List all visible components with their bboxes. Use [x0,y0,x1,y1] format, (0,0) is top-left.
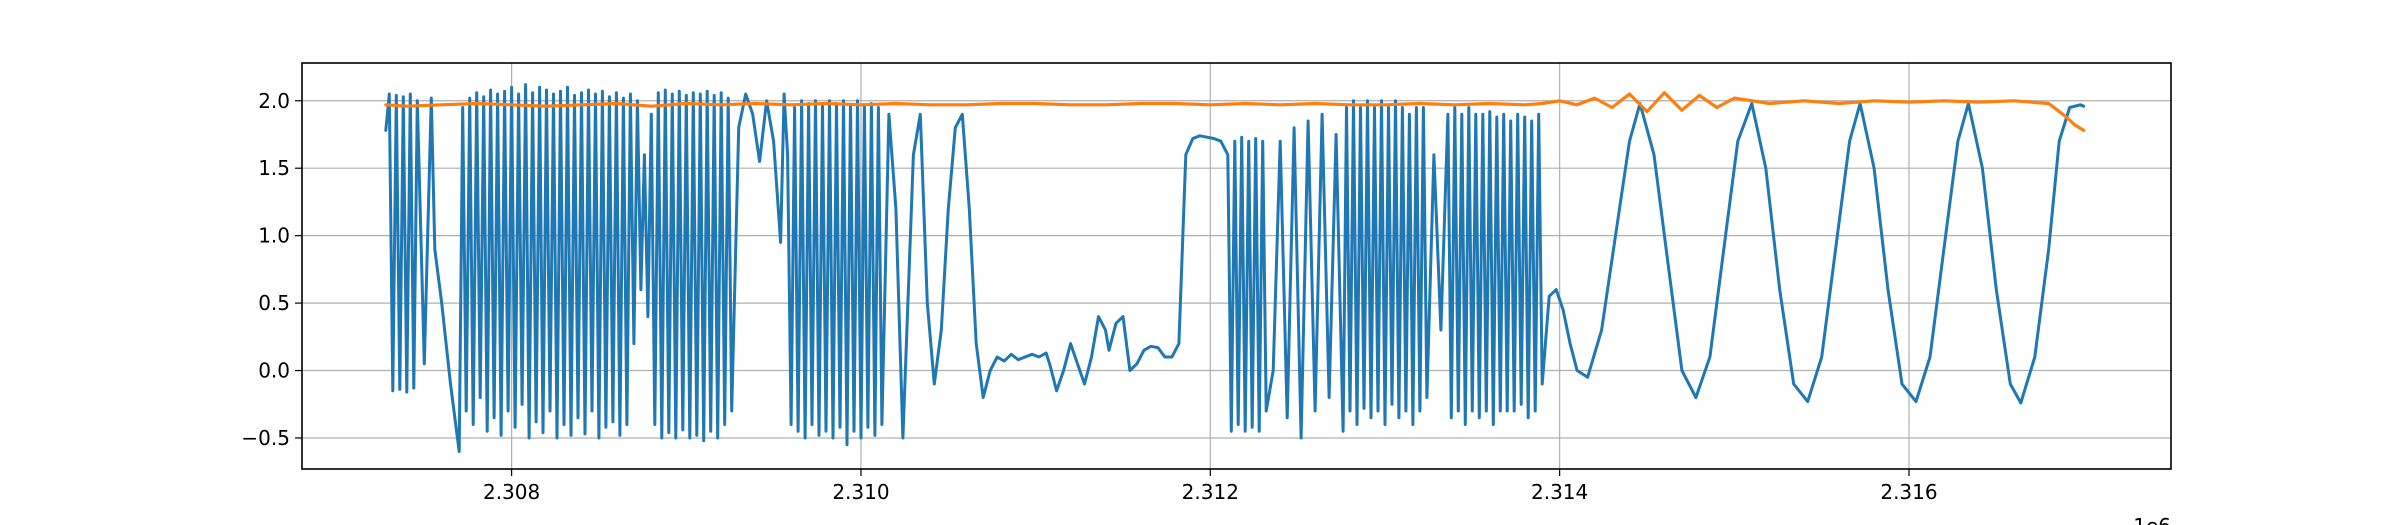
x-tick-label: 2.308 [483,480,540,504]
series-line-1 [384,83,2086,453]
x-offset-label: 1e6 [2133,514,2171,525]
axis-ticks: 2.308 2.310 2.312 2.314 2.316 −0.5 0.0 0.5 1.0 1.… [241,89,1937,504]
y-tick-label: 0.5 [258,291,290,315]
x-tick-label: 2.316 [1880,480,1937,504]
y-tick-label: 2.0 [258,89,290,113]
y-tick-label: 0.0 [258,359,290,383]
series-line-2 [384,91,2086,132]
series-layer [384,83,2086,453]
plot-frame [301,62,2172,470]
y-tick-label: 1.0 [258,224,290,248]
x-tick-label: 2.310 [832,480,889,504]
y-tick-label: −0.5 [241,426,290,450]
x-tick-label: 2.312 [1182,480,1239,504]
y-tick-label: 1.5 [258,156,290,180]
x-tick-label: 2.314 [1531,480,1588,504]
